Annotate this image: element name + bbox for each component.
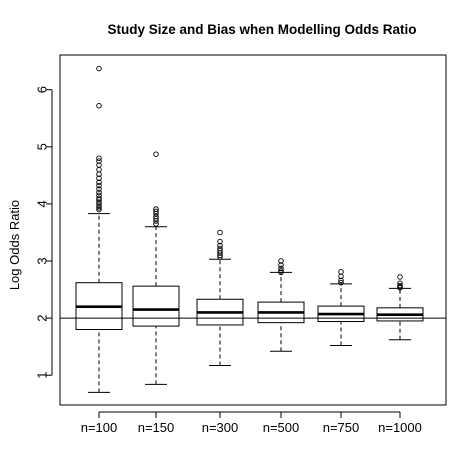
outlier-point xyxy=(397,282,403,289)
y-tick-label: 5 xyxy=(35,143,50,150)
x-tick-label: n=750 xyxy=(323,420,360,435)
outlier-point xyxy=(217,229,223,236)
outlier-point xyxy=(153,213,159,220)
outlier-point xyxy=(217,254,223,260)
outlier-point xyxy=(338,269,344,275)
x-tick-label: n=150 xyxy=(138,420,175,435)
y-tick-label: 4 xyxy=(35,200,50,207)
outlier-point xyxy=(96,175,102,181)
outlier-point xyxy=(217,238,223,245)
outlier-point xyxy=(96,186,102,192)
outlier-point xyxy=(96,192,102,199)
outlier-point xyxy=(217,242,223,249)
y-tick-label: 1 xyxy=(35,372,50,379)
box-group-n=1000 xyxy=(376,274,424,341)
outlier-point xyxy=(397,274,403,280)
box-group-n=750 xyxy=(317,269,365,347)
outlier-point xyxy=(96,179,102,185)
box-group-n=500 xyxy=(257,258,305,352)
outlier-point xyxy=(96,162,102,168)
outlier-point xyxy=(217,245,223,252)
box-group-n=150 xyxy=(132,151,180,385)
x-tick-label: n=100 xyxy=(81,420,118,435)
outlier-point xyxy=(96,201,102,207)
x-tick-label: n=1000 xyxy=(378,420,422,435)
outlier-point xyxy=(96,199,102,205)
outlier-point xyxy=(278,269,284,276)
y-tick-label: 2 xyxy=(35,314,50,321)
outlier-point xyxy=(96,155,102,161)
outlier-point xyxy=(96,206,102,213)
x-tick-label: n=500 xyxy=(263,420,300,435)
outlier-point xyxy=(96,166,102,173)
y-tick-label: 3 xyxy=(35,257,50,264)
outlier-point xyxy=(96,65,102,72)
outlier-point xyxy=(397,280,403,287)
outlier-point xyxy=(217,247,223,254)
y-tick-label: 6 xyxy=(35,86,50,93)
outlier-point xyxy=(96,205,102,211)
box-iqr xyxy=(132,285,180,327)
outlier-point xyxy=(153,215,159,222)
y-axis-label: Log Odds Ratio xyxy=(7,200,22,290)
outlier-point xyxy=(338,279,344,286)
outlier-point xyxy=(338,277,344,284)
outlier-point xyxy=(96,195,102,201)
outlier-point xyxy=(278,258,284,264)
outlier-point xyxy=(153,206,159,212)
plot-frame xyxy=(59,54,447,406)
outlier-point xyxy=(96,182,102,189)
outlier-point xyxy=(96,158,102,164)
outlier-point xyxy=(153,221,159,227)
outlier-point xyxy=(153,208,159,215)
y-axis: 1 2 3 4 5 6 xyxy=(35,86,53,379)
outlier-point xyxy=(153,151,159,157)
outlier-point xyxy=(96,102,102,109)
outlier-point xyxy=(278,265,284,272)
box-group-n=100 xyxy=(75,65,123,393)
x-tick-label: n=300 xyxy=(202,420,239,435)
outlier-point xyxy=(278,262,284,268)
boxes-layer xyxy=(75,65,424,393)
outlier-point xyxy=(278,267,284,274)
box-group-n=300 xyxy=(196,229,244,366)
outlier-point xyxy=(96,203,102,209)
x-axis: n=100 n=150 n=300 n=500 n=750 n=1000 xyxy=(81,411,422,435)
outlier-point xyxy=(96,189,102,196)
chart-title: Study Size and Bias when Modelling Odds … xyxy=(107,22,416,37)
